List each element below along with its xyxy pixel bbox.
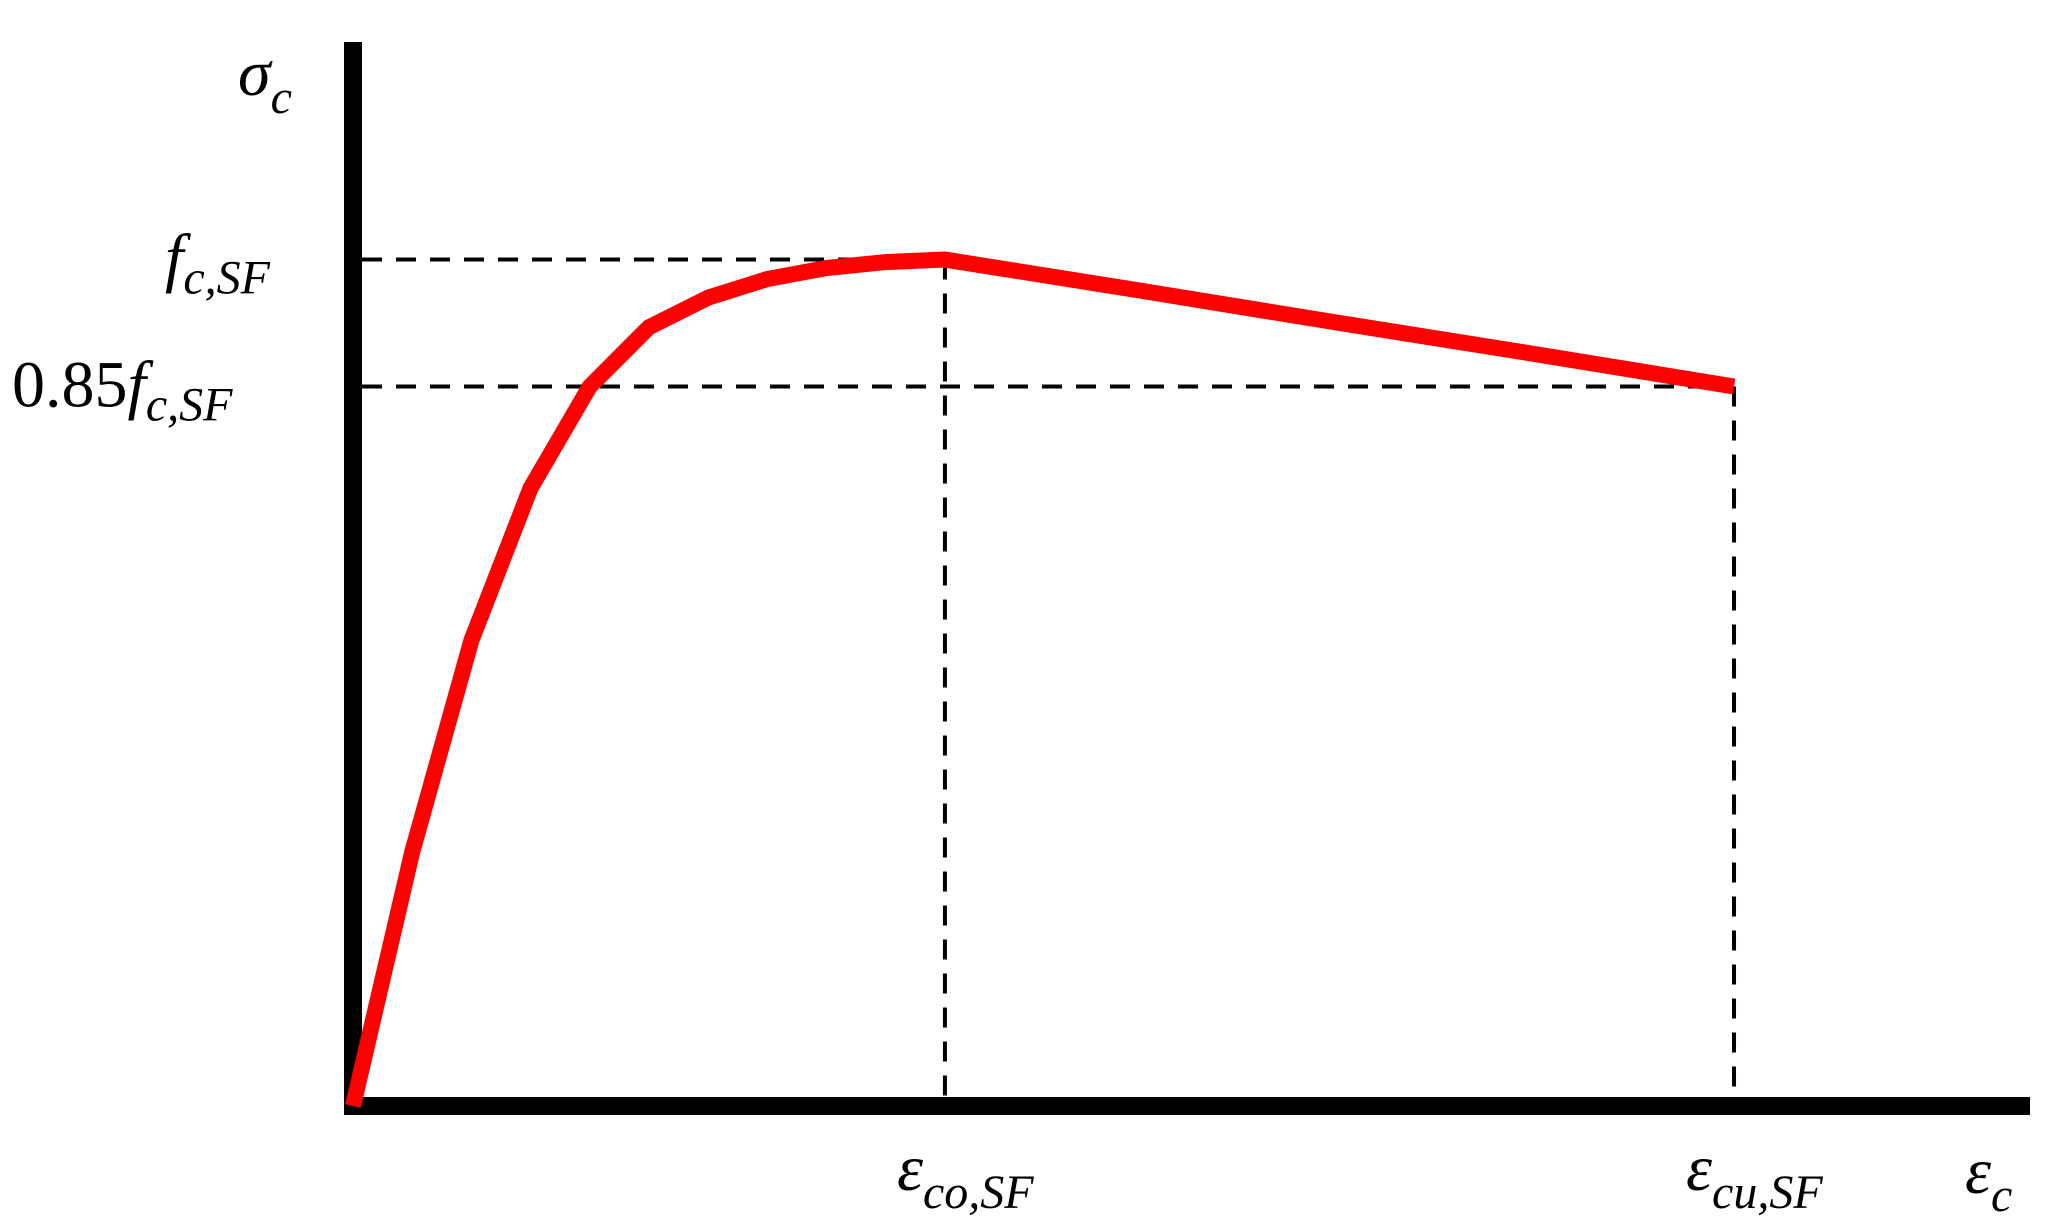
- x-tick-label-ecu-subscript: cu,SF: [1712, 1166, 1823, 1219]
- y-axis-label: σc: [238, 37, 292, 124]
- x-tick-label-eco: εco,SF: [897, 1132, 1034, 1219]
- x-tick-label-eco-subscript: co,SF: [923, 1166, 1034, 1219]
- x-axis-label-subscript: c: [1991, 1169, 2012, 1222]
- series-line-0: [345, 251, 1736, 1108]
- x-tick-label-ecu-main: ε: [1686, 1132, 1712, 1205]
- axes: [344, 42, 2030, 1115]
- reference-lines: [362, 257, 1737, 1097]
- x-axis-label: εc: [1965, 1135, 2012, 1222]
- y-tick-label-fc085-prefix: 0.85: [12, 349, 128, 422]
- series-layer: [345, 251, 1736, 1108]
- y-tick-label-fc: fc,SF: [165, 222, 271, 305]
- x-axis-label-main: ε: [1965, 1135, 1991, 1208]
- y-tick-label-fc-subscript: c,SF: [183, 252, 270, 305]
- x-tick-label-ecu: εcu,SF: [1686, 1132, 1823, 1219]
- y-axis-label-main: σ: [238, 37, 273, 110]
- y-axis-label-subscript: c: [271, 71, 292, 124]
- y-tick-label-fc085-subscript: c,SF: [146, 379, 233, 432]
- x-tick-label-eco-main: ε: [897, 1132, 923, 1205]
- y-tick-label-fc085: 0.85fc,SF: [12, 349, 233, 432]
